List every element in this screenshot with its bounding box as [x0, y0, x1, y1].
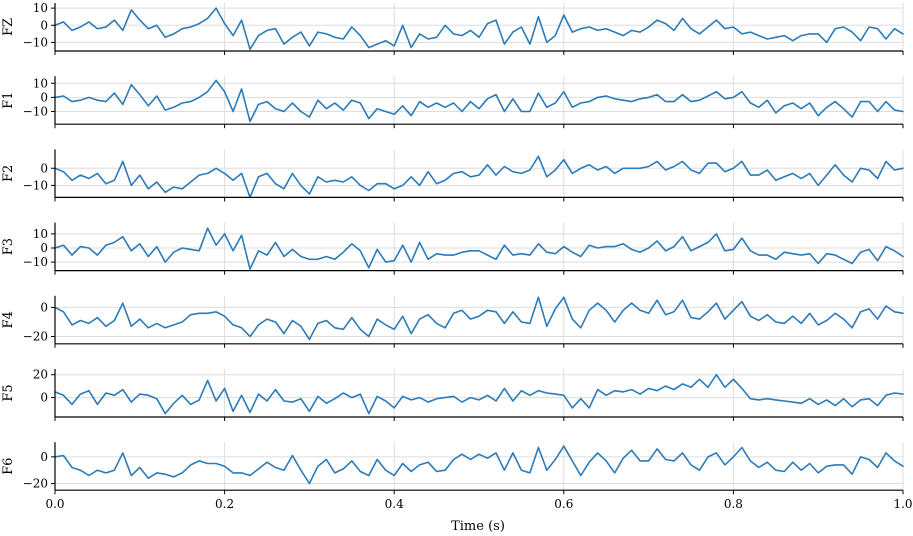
- y-tick-label: −10: [23, 255, 48, 269]
- y-tick-label: −10: [23, 35, 48, 49]
- trace-fz: [54, 7, 904, 51]
- x-tick-label: 0.8: [724, 497, 743, 511]
- x-axis-label: Time (s): [451, 519, 505, 534]
- panel-f3: 100−10 F3: [1, 222, 904, 275]
- panel-f2: 0 −10 F2: [1, 149, 904, 202]
- y-tick-label: −20: [23, 330, 48, 344]
- y-tick-label: −20: [23, 477, 48, 491]
- trace-f5: [54, 373, 904, 415]
- y-tick-label: 20: [33, 368, 48, 382]
- x-axis: 0.0 0.2 0.4 0.6 0.8 1.0: [45, 497, 912, 511]
- panel-f5: 20 0 F5: [1, 368, 904, 421]
- y-tick-label: −10: [23, 104, 48, 118]
- y-tick-label: 0: [40, 241, 48, 255]
- y-tick-label: 0: [40, 450, 48, 464]
- channel-label-f1: F1: [1, 92, 16, 109]
- y-tick-label: 0: [40, 18, 48, 32]
- y-tick-label: 10: [33, 227, 48, 241]
- y-tick-label: 0: [40, 391, 48, 405]
- x-tick-label: 0.6: [554, 497, 573, 511]
- channel-label-f4: F4: [1, 311, 16, 328]
- y-tick-label: −10: [23, 178, 48, 192]
- x-tick-label: 0.2: [215, 497, 234, 511]
- panel-f6: 0 −20 F6: [1, 442, 904, 495]
- trace-f6: [54, 445, 904, 485]
- y-tick-label: 10: [33, 76, 48, 90]
- panel-fz: 10 0 −10 FZ: [1, 1, 904, 55]
- panel-group: 100−10FZ100−10F10−10F2100−10F30−20F4200F…: [1, 1, 904, 495]
- panel-f1: 100−10 F1: [1, 76, 904, 129]
- trace-f4: [54, 296, 904, 341]
- channel-label-fz: FZ: [1, 18, 16, 36]
- x-tick-label: 0.0: [45, 497, 64, 511]
- y-tick-label: 0: [40, 161, 48, 175]
- channel-label-f5: F5: [1, 384, 16, 401]
- trace-f2: [54, 155, 904, 199]
- y-tick-label: 0: [40, 90, 48, 104]
- y-tick-label: 10: [33, 1, 48, 15]
- x-tick-label: 1.0: [893, 497, 912, 511]
- channel-label-f3: F3: [1, 238, 16, 255]
- y-tick-label: 0: [40, 300, 48, 314]
- panel-f4: 0 −20 F4: [1, 295, 904, 348]
- channel-label-f2: F2: [1, 165, 16, 182]
- trace-f3: [54, 227, 904, 270]
- channel-label-f6: F6: [1, 458, 16, 475]
- trace-f1: [54, 79, 904, 123]
- x-tick-label: 0.4: [385, 497, 404, 511]
